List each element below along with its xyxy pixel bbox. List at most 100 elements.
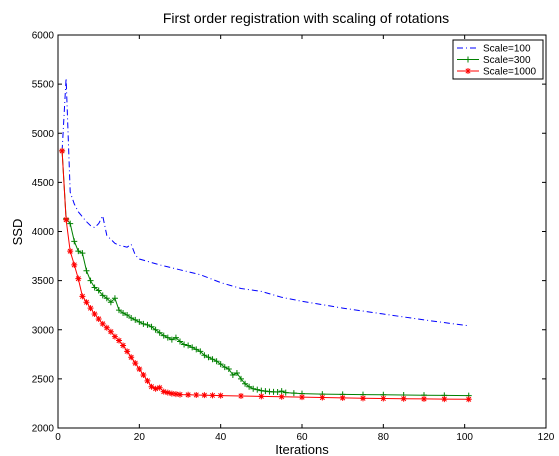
- data-point: [205, 354, 212, 361]
- data-point: [465, 396, 472, 403]
- data-point: [168, 390, 175, 397]
- data-point: [120, 310, 127, 317]
- legend-item: Scale=300: [457, 55, 531, 66]
- data-point: [172, 334, 179, 341]
- data-point: [185, 391, 192, 398]
- data-point: [136, 318, 143, 325]
- legend-item: Scale=1000: [457, 67, 537, 78]
- data-point: [148, 383, 155, 390]
- series-line: [61, 150, 469, 400]
- data-point: [217, 392, 224, 399]
- data-point: [95, 287, 102, 294]
- y-tick-label: 2000: [32, 424, 55, 435]
- data-point: [274, 389, 281, 396]
- data-point: [148, 323, 155, 330]
- data-point: [160, 388, 167, 395]
- data-point: [99, 320, 106, 327]
- data-point: [59, 147, 66, 154]
- legend-label: Scale=100: [483, 44, 531, 55]
- data-point: [193, 391, 200, 398]
- axis-ticks: 0 20 40 60 80 100 120 2000 2500 3000 3500 4000 4500 5…: [32, 31, 555, 444]
- data-point: [197, 348, 204, 355]
- data-point: [213, 358, 220, 365]
- data-point: [209, 392, 216, 399]
- plot-frame: [57, 34, 547, 429]
- data-point: [140, 371, 147, 378]
- data-point: [83, 267, 90, 274]
- data-point: [421, 395, 427, 402]
- y-tick-label: 2500: [32, 374, 55, 385]
- x-tick-label: 120: [538, 432, 555, 443]
- data-point: [144, 321, 151, 328]
- x-tick-label: 40: [215, 432, 227, 443]
- data-point: [107, 299, 114, 306]
- data-point: [144, 377, 151, 384]
- data-point: [319, 394, 326, 401]
- data-point: [111, 333, 118, 340]
- data-point: [193, 346, 200, 353]
- data-point: [339, 394, 346, 401]
- data-point: [71, 261, 78, 268]
- legend-label: Scale=300: [483, 55, 531, 66]
- data-point: [83, 299, 90, 306]
- series-scale-100: [61, 78, 469, 327]
- y-tick-label: 3500: [32, 276, 55, 287]
- data-point: [201, 352, 208, 359]
- data-point: [103, 324, 110, 331]
- data-point: [238, 375, 244, 382]
- data-point: [95, 315, 102, 322]
- data-point: [71, 238, 78, 245]
- data-point: [91, 284, 98, 291]
- x-tick-label: 80: [378, 432, 390, 443]
- data-point: [67, 248, 74, 255]
- data-point: [242, 380, 249, 387]
- x-tick-label: 60: [296, 432, 308, 443]
- data-point: [168, 336, 175, 343]
- data-point: [156, 329, 163, 336]
- data-point: [63, 216, 70, 223]
- data-point: [177, 338, 183, 345]
- data-point: [258, 393, 265, 400]
- y-tick-label: 6000: [32, 31, 55, 42]
- data-point: [152, 326, 159, 333]
- data-point: [140, 320, 147, 327]
- data-point: [185, 342, 192, 349]
- data-point: [246, 383, 253, 390]
- data-point: [107, 328, 114, 335]
- legend-label: Scale=1000: [483, 67, 537, 78]
- data-point: [201, 392, 208, 399]
- y-tick-label: 5500: [32, 80, 55, 91]
- data-point: [189, 344, 196, 351]
- data-point: [209, 356, 216, 363]
- data-point: [254, 386, 261, 393]
- chart-title: First order registration with scaling of…: [163, 10, 449, 26]
- data-point: [132, 316, 139, 323]
- data-point: [136, 366, 143, 373]
- data-point: [116, 337, 122, 344]
- legend-item: Scale=100: [457, 44, 531, 55]
- data-point: [87, 305, 94, 312]
- series-line: [61, 78, 469, 327]
- series-layer: [59, 78, 472, 403]
- x-tick-label: 100: [456, 432, 473, 443]
- data-point: [124, 312, 131, 319]
- y-tick-label: 3000: [32, 325, 55, 336]
- series-scale-1000: [59, 147, 472, 403]
- data-point: [225, 366, 232, 373]
- data-point: [400, 395, 407, 402]
- data-point: [67, 220, 74, 227]
- data-point: [172, 391, 179, 398]
- data-point: [116, 307, 122, 314]
- x-tick-label: 20: [134, 432, 146, 443]
- data-point: [221, 364, 228, 371]
- data-point: [164, 389, 171, 396]
- data-point: [233, 369, 240, 376]
- data-point: [290, 390, 297, 397]
- data-point: [278, 393, 285, 400]
- data-point: [278, 388, 285, 395]
- data-point: [120, 342, 127, 349]
- data-point: [75, 248, 82, 255]
- y-axis-label: SSD: [10, 219, 25, 246]
